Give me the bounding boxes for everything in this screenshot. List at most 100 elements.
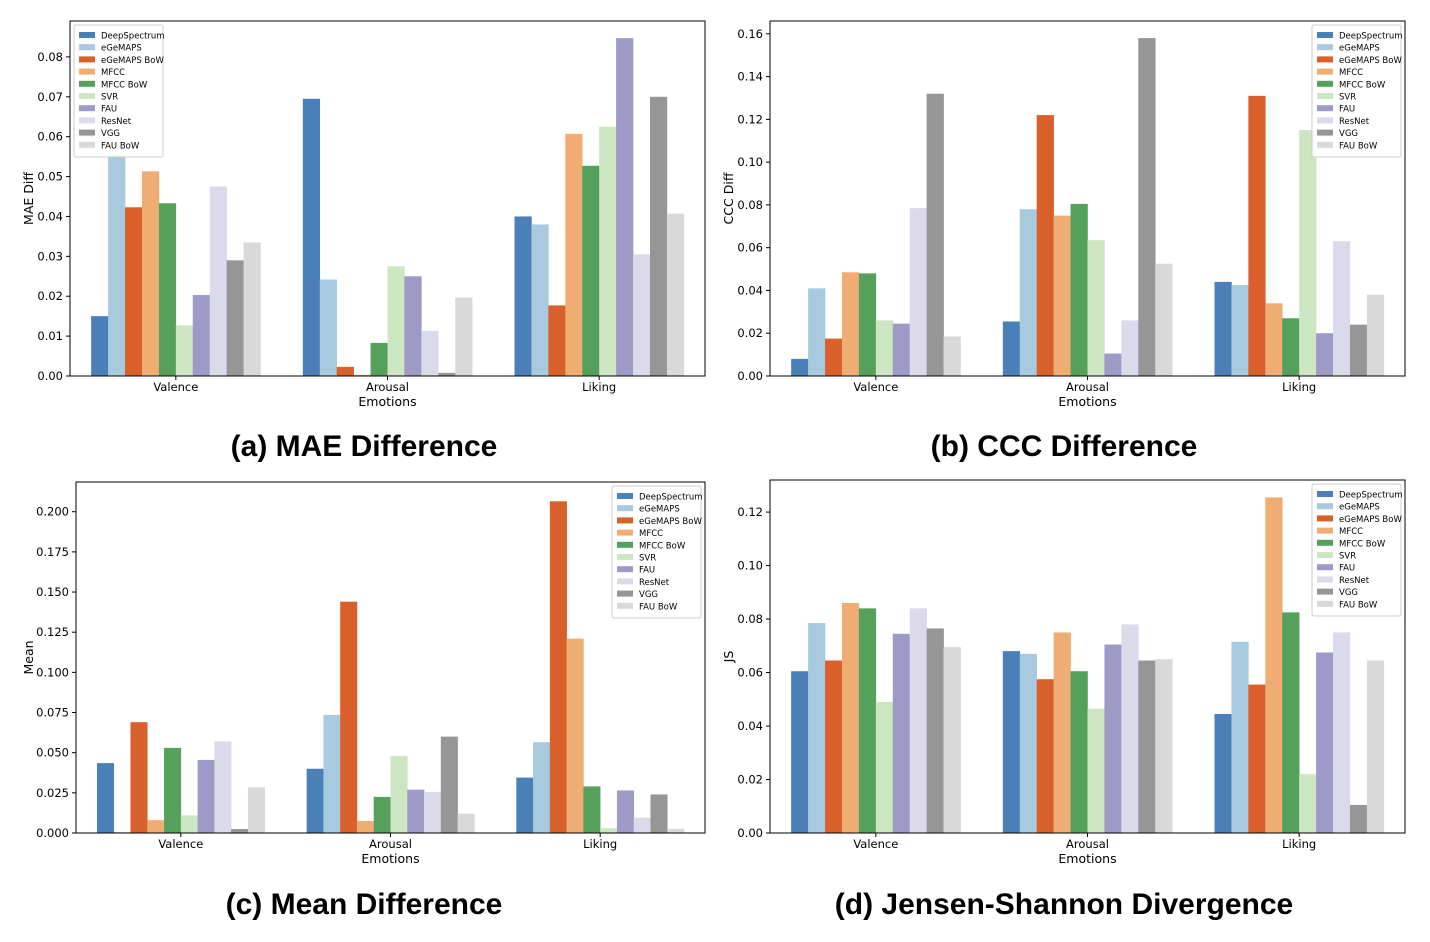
bar-mean-liking-svr xyxy=(600,828,618,833)
y-tick-label: 0.06 xyxy=(737,241,763,255)
bar-js-arousal-mfcc-bow xyxy=(1070,671,1088,833)
legend-swatch xyxy=(617,554,633,560)
legend-label: MFCC xyxy=(1339,527,1363,537)
legend-label: FAU BoW xyxy=(1339,600,1378,610)
bar-mean-liking-vgg xyxy=(650,794,668,833)
x-tick-label: Liking xyxy=(1282,380,1316,394)
bar-mean-arousal-egemaps xyxy=(323,714,341,833)
legend-swatch xyxy=(1317,105,1333,112)
y-tick-label: 0.08 xyxy=(37,50,63,64)
bar-mean-arousal-svr xyxy=(390,755,408,833)
bar-js-arousal-egemaps xyxy=(1019,653,1037,833)
bar-mean-valence-svr xyxy=(180,815,198,833)
bar-mae-valence-resnet xyxy=(209,186,227,376)
x-axis-label: Emotions xyxy=(1058,394,1116,409)
bar-ccc-liking-vgg xyxy=(1349,324,1368,376)
bar-js-valence-vgg xyxy=(926,628,944,833)
legend-label: FAU BoW xyxy=(101,141,140,151)
legend-swatch xyxy=(1317,503,1333,510)
bar-mean-valence-deepspectrum xyxy=(96,763,115,833)
y-tick-label: 0.02 xyxy=(37,289,63,303)
legend-swatch xyxy=(1317,68,1333,75)
bar-js-liking-fau-bow xyxy=(1366,660,1385,833)
bar-ccc-liking-mfcc-bow xyxy=(1282,318,1300,376)
bar-ccc-liking-egemaps-bow xyxy=(1248,95,1266,376)
y-tick-label: 0.05 xyxy=(37,170,63,184)
bar-mae-liking-fau xyxy=(616,38,634,377)
legend-swatch xyxy=(79,141,95,148)
y-tick-label: 0.14 xyxy=(737,70,763,84)
legend-swatch xyxy=(79,129,95,136)
legend-label: MFCC xyxy=(1339,68,1363,78)
chart-mae-difference: 0.00 0.01 0.02 0.03 0.04 0.05 0.06 0.07 0.08 Vale… xyxy=(0,0,715,418)
legend-label: SVR xyxy=(1339,93,1356,103)
y-axis-label: MAE Diff xyxy=(21,172,36,225)
legend-swatch xyxy=(1317,44,1333,51)
bar-mean-valence-egemaps-bow xyxy=(130,722,148,833)
y-tick-label: 0.04 xyxy=(737,719,763,733)
bar-mae-valence-mfcc-bow xyxy=(158,203,177,376)
y-tick-label: 0.075 xyxy=(36,706,69,720)
chart-js-divergence: 0.00 0.02 0.04 0.06 0.08 0.10 0.12 Valence Arous… xyxy=(700,460,1415,878)
y-tick-label: 0.000 xyxy=(36,826,69,840)
bar-ccc-liking-deepspectrum xyxy=(1214,281,1232,376)
bar-js-valence-fau xyxy=(892,633,910,833)
bar-ccc-valence-fau-bow xyxy=(943,336,961,376)
bar-mean-liking-mfcc xyxy=(566,638,584,833)
y-tick-label: 0.00 xyxy=(737,826,763,840)
bar-ccc-valence-svr xyxy=(875,320,894,376)
x-axis-label: Emotions xyxy=(358,394,416,409)
y-tick-label: 0.12 xyxy=(737,112,763,126)
y-tick-label: 0.12 xyxy=(737,505,763,519)
x-tick-label: Valence xyxy=(158,837,203,851)
caption-mae-difference: (a) MAE Difference xyxy=(230,430,498,463)
bar-mean-arousal-egemaps-bow xyxy=(340,601,358,833)
bar-js-liking-mfcc-bow xyxy=(1282,612,1300,834)
bar-ccc-arousal-egemaps xyxy=(1019,209,1037,376)
legend-swatch xyxy=(1317,141,1333,148)
bar-mae-arousal-resnet xyxy=(421,330,439,376)
legend-label: SVR xyxy=(101,93,118,103)
legend-swatch xyxy=(1317,32,1333,38)
x-tick-label: Valence xyxy=(853,837,898,851)
bar-ccc-valence-egemaps-bow xyxy=(825,338,843,376)
legend-swatch xyxy=(1317,80,1333,87)
bar-ccc-liking-svr xyxy=(1299,130,1317,376)
bar-ccc-arousal-mfcc-bow xyxy=(1070,203,1088,376)
legend-label: FAU xyxy=(1339,105,1355,115)
legend-label: FAU BoW xyxy=(1339,141,1378,151)
legend-swatch xyxy=(79,105,95,112)
y-tick-label: 0.00 xyxy=(737,369,763,383)
caption-mean-difference: (c) Mean Difference xyxy=(225,888,503,921)
bar-mae-valence-fau-bow xyxy=(243,242,261,376)
bar-mean-valence-resnet xyxy=(214,741,232,833)
bar-mae-arousal-egemaps-bow xyxy=(336,366,354,376)
legend-label: ResNet xyxy=(639,578,670,588)
bar-mean-valence-fau-bow xyxy=(247,787,265,833)
legend-label: eGeMAPS xyxy=(101,44,142,54)
legend: DeepSpectrum eGeMAPS eGeMAPS BoW MFCC MFCC B… xyxy=(73,24,165,158)
bar-mae-arousal-mfcc xyxy=(353,374,371,376)
legend-label: MFCC xyxy=(639,529,663,539)
chart-mean-difference-plot: 0.000 0.025 0.050 0.075 0.100 0.125 0.150 0.175… xyxy=(21,481,706,866)
bar-js-arousal-egemaps-bow xyxy=(1036,679,1054,833)
legend-label: MFCC BoW xyxy=(101,80,148,90)
bar-mean-liking-egemaps xyxy=(533,742,551,833)
bar-mae-arousal-fau xyxy=(404,276,422,376)
bar-mean-valence-fau xyxy=(197,759,215,833)
legend-swatch xyxy=(79,68,95,75)
bar-mae-arousal-egemaps xyxy=(319,279,337,376)
legend-label: DeepSpectrum xyxy=(1339,491,1403,501)
bar-mean-liking-deepspectrum xyxy=(516,777,534,833)
bar-mean-valence-mfcc xyxy=(147,820,165,833)
legend-label: ResNet xyxy=(1339,117,1370,127)
bar-ccc-valence-mfcc-bow xyxy=(858,273,877,376)
legend-swatch xyxy=(617,493,633,499)
x-tick-label: Arousal xyxy=(366,380,409,394)
bar-js-valence-resnet xyxy=(909,608,927,833)
legend-swatch xyxy=(79,44,95,51)
bar-js-valence-deepspectrum xyxy=(791,671,809,833)
legend-label: FAU xyxy=(101,105,117,115)
bar-ccc-valence-egemaps xyxy=(808,288,826,376)
x-tick-label: Arousal xyxy=(369,837,412,851)
